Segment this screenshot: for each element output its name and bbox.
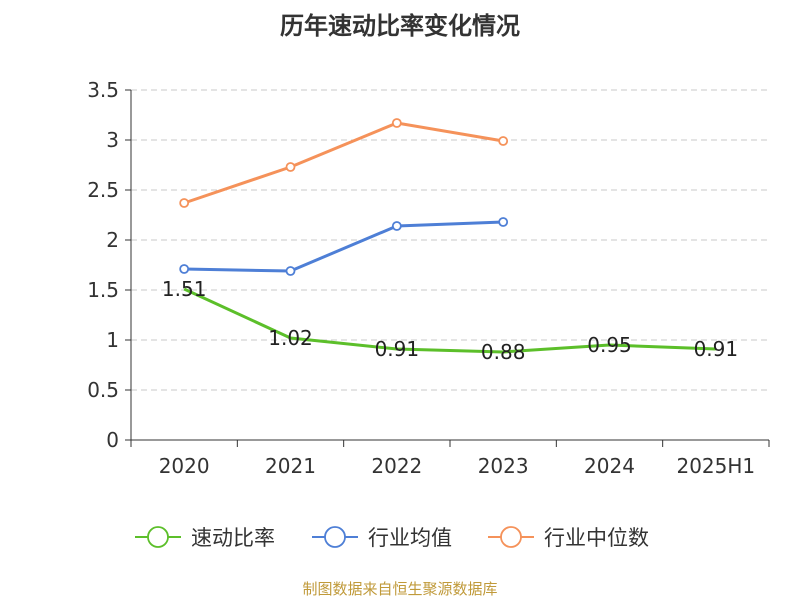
- y-tick-label: 2: [106, 228, 119, 252]
- legend-label: 行业中位数: [544, 526, 649, 550]
- y-axis: 0 0.5 1 1.5 2 2.5 3 3.5: [87, 78, 132, 452]
- x-axis: 2020 2021 2022 2023 2024 2025H1: [130, 439, 770, 478]
- data-label: 0.91: [694, 337, 739, 361]
- grid-lines: [131, 89, 769, 391]
- y-tick-label: 3.5: [87, 78, 119, 102]
- data-label: 0.95: [587, 333, 632, 357]
- data-point: [285, 162, 296, 172]
- x-tick-label: 2024: [584, 454, 635, 478]
- legend: 速动比率 行业均值 行业中位数: [135, 526, 649, 550]
- data-source-note: 制图数据来自恒生聚源数据库: [302, 580, 498, 598]
- chart-title: 历年速动比率变化情况: [280, 12, 520, 40]
- y-tick-label: 1.5: [87, 278, 119, 302]
- data-label: 0.91: [375, 337, 420, 361]
- data-point: [179, 264, 190, 274]
- y-tick-label: 1: [106, 328, 119, 352]
- data-point: [498, 217, 509, 227]
- data-point: [391, 118, 402, 128]
- y-tick-label: 3: [106, 128, 119, 152]
- series-lines: [179, 118, 716, 354]
- data-point: [179, 198, 190, 208]
- legend-marker: [324, 526, 346, 548]
- data-labels: 1.51 1.02 0.91 0.88 0.95 0.91: [162, 277, 738, 364]
- x-tick-label: 2020: [159, 454, 210, 478]
- x-tick-label: 2022: [371, 454, 422, 478]
- legend-marker: [147, 526, 169, 548]
- series-line-1: [184, 220, 504, 273]
- y-tick-label: 2.5: [87, 178, 119, 202]
- data-label: 0.88: [481, 340, 526, 364]
- y-tick-label: 0: [106, 428, 119, 452]
- legend-label: 行业均值: [368, 526, 452, 550]
- data-label: 1.02: [268, 326, 313, 350]
- data-point: [498, 136, 509, 146]
- legend-label: 速动比率: [191, 526, 275, 550]
- y-tick-label: 0.5: [87, 378, 119, 402]
- legend-marker: [500, 526, 522, 548]
- x-tick-label: 2025H1: [676, 454, 755, 478]
- series-line-0: [183, 287, 716, 354]
- data-point: [391, 221, 402, 231]
- series-line-2: [183, 121, 504, 205]
- x-tick-label: 2021: [265, 454, 316, 478]
- x-tick-label: 2023: [478, 454, 529, 478]
- data-point: [285, 266, 296, 276]
- data-label: 1.51: [162, 277, 207, 301]
